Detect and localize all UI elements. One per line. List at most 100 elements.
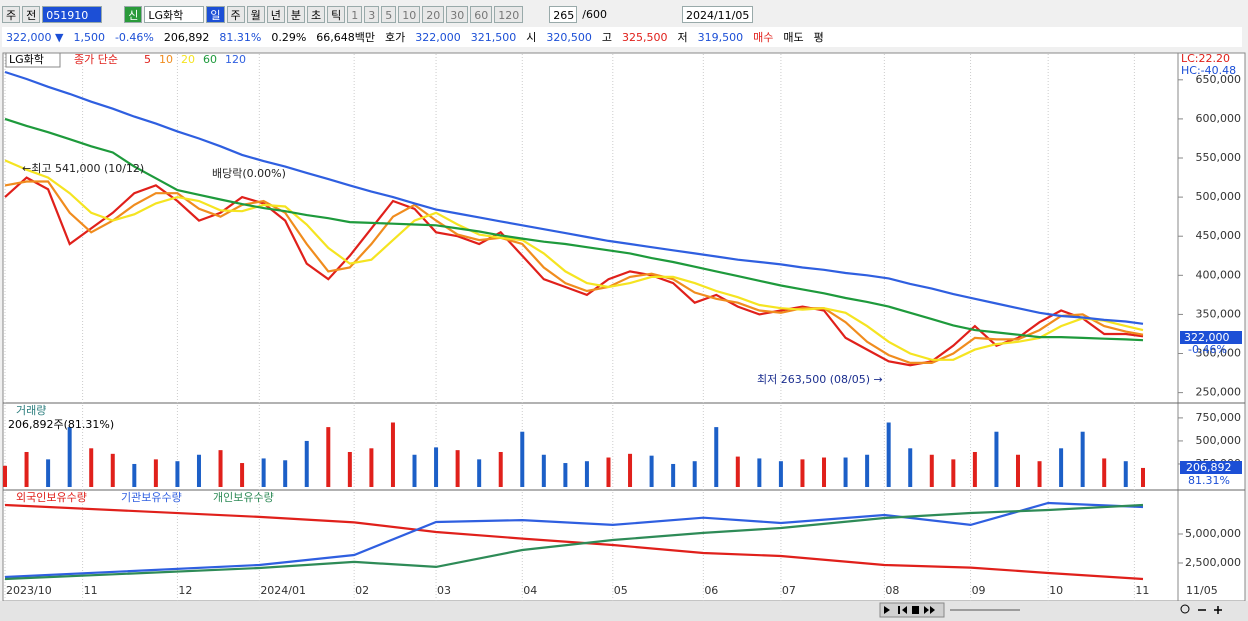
y-tick-label: 500,000 — [1196, 434, 1242, 447]
volume-bar — [972, 451, 977, 487]
x-tick-label: 03 — [437, 584, 451, 597]
volume-bar — [240, 463, 245, 487]
x-tick-label: 2023/10 — [6, 584, 52, 597]
period-button[interactable]: 월 — [246, 5, 265, 23]
date: 2024/11/05 — [681, 5, 754, 23]
volume-bar — [757, 458, 762, 487]
y-tick-label: 650,000 — [1196, 73, 1242, 86]
interval-button[interactable]: 30 — [446, 5, 469, 23]
legend-box — [5, 52, 61, 68]
period-button[interactable]: 일 — [206, 5, 225, 23]
interval-button[interactable]: 5 — [381, 5, 397, 23]
volume-bar — [671, 463, 676, 487]
x-tick-label: 11 — [84, 584, 98, 597]
change-tag-label: -0.46% — [1188, 343, 1227, 356]
volume-bar — [477, 459, 482, 487]
interval-button[interactable]: 10 — [398, 5, 421, 23]
y-tick-label: 350,000 — [1196, 307, 1242, 320]
x-tick-label: 05 — [614, 584, 628, 597]
volume-bar — [326, 427, 331, 487]
interval-button[interactable]: 3 — [364, 5, 380, 23]
quote-field: 매수 — [749, 28, 778, 46]
right-label: HC:-40.48 — [1181, 64, 1236, 77]
legend-entry: 60 — [203, 53, 217, 66]
volume-bar — [908, 448, 913, 487]
legend-entry: 개인보유수량 — [213, 491, 274, 504]
period-unit[interactable]: 주 — [2, 5, 21, 23]
quote-field: 321,500 — [466, 28, 521, 46]
quote-field: 1,500 — [69, 28, 109, 46]
x-tick-label: 12 — [178, 584, 192, 597]
volume-bar — [132, 463, 137, 487]
legend-entry: 20 — [181, 53, 195, 66]
nav-icons — [884, 606, 935, 614]
period-button[interactable]: 초 — [307, 5, 326, 23]
volume-bar — [218, 450, 223, 487]
x-tick-label: 04 — [523, 584, 537, 597]
volume-bar — [951, 459, 956, 487]
interval-button[interactable]: 1 — [347, 5, 363, 23]
y-tick-label: 300,000 — [1196, 347, 1242, 360]
quote-field: 322,000 ▼ — [2, 28, 68, 46]
volume-bar — [110, 453, 115, 487]
volume-bar — [434, 447, 439, 487]
volume-bar — [865, 454, 870, 487]
volume-bar — [584, 461, 589, 487]
volume-bar — [304, 440, 309, 487]
series-line — [4, 70, 1144, 325]
badge: 신 — [124, 5, 143, 23]
quote-field: -0.46% — [110, 28, 158, 46]
x-tick-label: 10 — [1049, 584, 1063, 597]
period-button[interactable]: 주 — [226, 5, 245, 23]
quote-bar: 322,000 ▼ 1,500 -0.46% 206,892 81.31% 0.29% 66… — [2, 27, 1242, 47]
quote-field: 81.31% — [215, 28, 266, 46]
prev-button[interactable]: 전 — [22, 5, 41, 23]
volume-bar — [1015, 454, 1020, 487]
x-tick-label: 09 — [972, 584, 986, 597]
bar-count: 265 — [549, 5, 578, 23]
series-line — [4, 159, 1144, 361]
volume-bar — [390, 422, 395, 487]
stock-name: LG화학 — [144, 5, 205, 23]
quote-field: 고 — [597, 28, 617, 46]
period-button[interactable]: 틱 — [327, 5, 346, 23]
volume-bar — [994, 431, 999, 487]
zoom-icons[interactable] — [1198, 606, 1222, 614]
axis-frame — [1177, 52, 1246, 602]
volume-pct-label: 81.31% — [1188, 474, 1230, 487]
quote-field: 저 — [673, 28, 692, 46]
price-tag — [1180, 331, 1242, 344]
search-icon[interactable] — [1180, 604, 1190, 614]
y-tick-label: 250,000 — [1196, 386, 1242, 399]
y-tick-label: 600,000 — [1196, 112, 1242, 125]
volume-bar — [1102, 458, 1107, 487]
interval-button[interactable]: 20 — [422, 5, 445, 23]
interval-button[interactable]: 60 — [470, 5, 493, 23]
annotation: 배당락(0.00%) — [212, 167, 286, 180]
volume-bar — [283, 460, 288, 487]
period-button[interactable]: 년 — [266, 5, 285, 23]
quote-field: 호가 — [381, 28, 410, 46]
volume-bar — [89, 448, 94, 487]
plot-frame — [2, 52, 1179, 602]
legend-name: LG화학 — [9, 53, 44, 66]
volume-bar — [46, 459, 51, 487]
quote-field: 206,892 — [159, 28, 214, 46]
volume-bar — [1141, 467, 1145, 487]
legend-label: 종가 단순 — [74, 53, 118, 66]
volume-tag-label: 206,892 — [1186, 461, 1232, 474]
scrollbar[interactable] — [0, 601, 1248, 621]
y-tick-label: 2,500,000 — [1185, 556, 1241, 569]
bar-max: /600 — [582, 7, 607, 21]
volume-bar — [1080, 431, 1085, 487]
interval-button[interactable]: 120 — [494, 5, 524, 23]
x-tick-label: 2024/01 — [260, 584, 306, 597]
quote-field: 66,648백만 — [312, 28, 380, 46]
annotation: ←최고 541,000 (10/12) — [22, 162, 144, 175]
series-line — [4, 501, 1144, 579]
quote-field: 322,000 — [411, 28, 465, 46]
legend-entry: 5 — [144, 53, 151, 66]
volume-bar — [929, 454, 934, 487]
quote-field: 319,500 — [693, 28, 748, 46]
period-button[interactable]: 분 — [286, 5, 305, 23]
